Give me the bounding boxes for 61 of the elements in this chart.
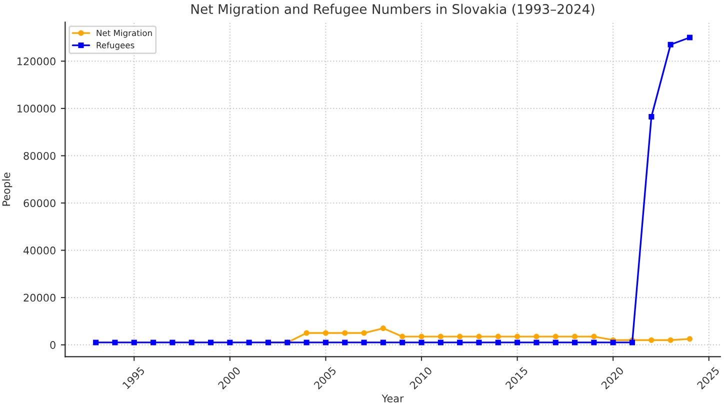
point bbox=[322, 340, 328, 346]
x-axis-title: Year bbox=[382, 394, 404, 402]
chart-title: Net Migration and Refugee Numbers in Slovakia (1993–2024) bbox=[191, 4, 594, 17]
point bbox=[150, 340, 156, 346]
point bbox=[495, 340, 501, 346]
point bbox=[534, 334, 540, 340]
point bbox=[476, 334, 482, 340]
point bbox=[457, 334, 463, 340]
point bbox=[361, 330, 367, 336]
point bbox=[227, 340, 233, 346]
point bbox=[552, 334, 558, 340]
point bbox=[418, 334, 424, 340]
point bbox=[572, 340, 578, 346]
point bbox=[668, 337, 674, 343]
point bbox=[686, 34, 693, 40]
point bbox=[438, 340, 444, 346]
point bbox=[188, 340, 194, 346]
legend-label: Refugees bbox=[96, 42, 134, 50]
point bbox=[342, 330, 348, 336]
point bbox=[131, 340, 137, 346]
point bbox=[170, 340, 176, 346]
point bbox=[534, 340, 540, 346]
y-tick-label: 80000 bbox=[24, 152, 56, 160]
point bbox=[380, 340, 386, 346]
y-tick-label: 100000 bbox=[18, 104, 56, 113]
point bbox=[93, 340, 99, 346]
point bbox=[208, 340, 214, 346]
point bbox=[514, 340, 520, 346]
point bbox=[668, 42, 674, 48]
point bbox=[380, 326, 386, 332]
y-axis-title: People bbox=[2, 172, 12, 206]
y-tick-label: 0 bbox=[50, 341, 56, 349]
point bbox=[495, 334, 501, 340]
y-tick-label: 60000 bbox=[24, 199, 56, 208]
point bbox=[629, 340, 636, 346]
point bbox=[686, 336, 693, 342]
point bbox=[476, 340, 482, 346]
point bbox=[400, 334, 406, 340]
point bbox=[610, 340, 616, 346]
point bbox=[438, 334, 444, 340]
point bbox=[572, 334, 578, 340]
point bbox=[112, 340, 118, 346]
point bbox=[648, 337, 654, 343]
point bbox=[304, 340, 310, 346]
y-tick-label: 40000 bbox=[24, 246, 56, 254]
point bbox=[418, 340, 424, 346]
point bbox=[400, 340, 406, 346]
point bbox=[246, 340, 252, 346]
point bbox=[304, 330, 310, 336]
point bbox=[514, 334, 520, 340]
point bbox=[342, 340, 348, 346]
legend-label: Net Migration bbox=[96, 30, 152, 38]
point bbox=[591, 340, 597, 346]
point bbox=[591, 334, 597, 340]
point bbox=[322, 330, 328, 336]
point bbox=[552, 340, 558, 346]
y-tick-label: 120000 bbox=[18, 57, 56, 66]
point bbox=[361, 340, 367, 346]
y-tick-label: 20000 bbox=[24, 294, 56, 302]
point bbox=[457, 340, 463, 346]
point bbox=[648, 114, 654, 120]
